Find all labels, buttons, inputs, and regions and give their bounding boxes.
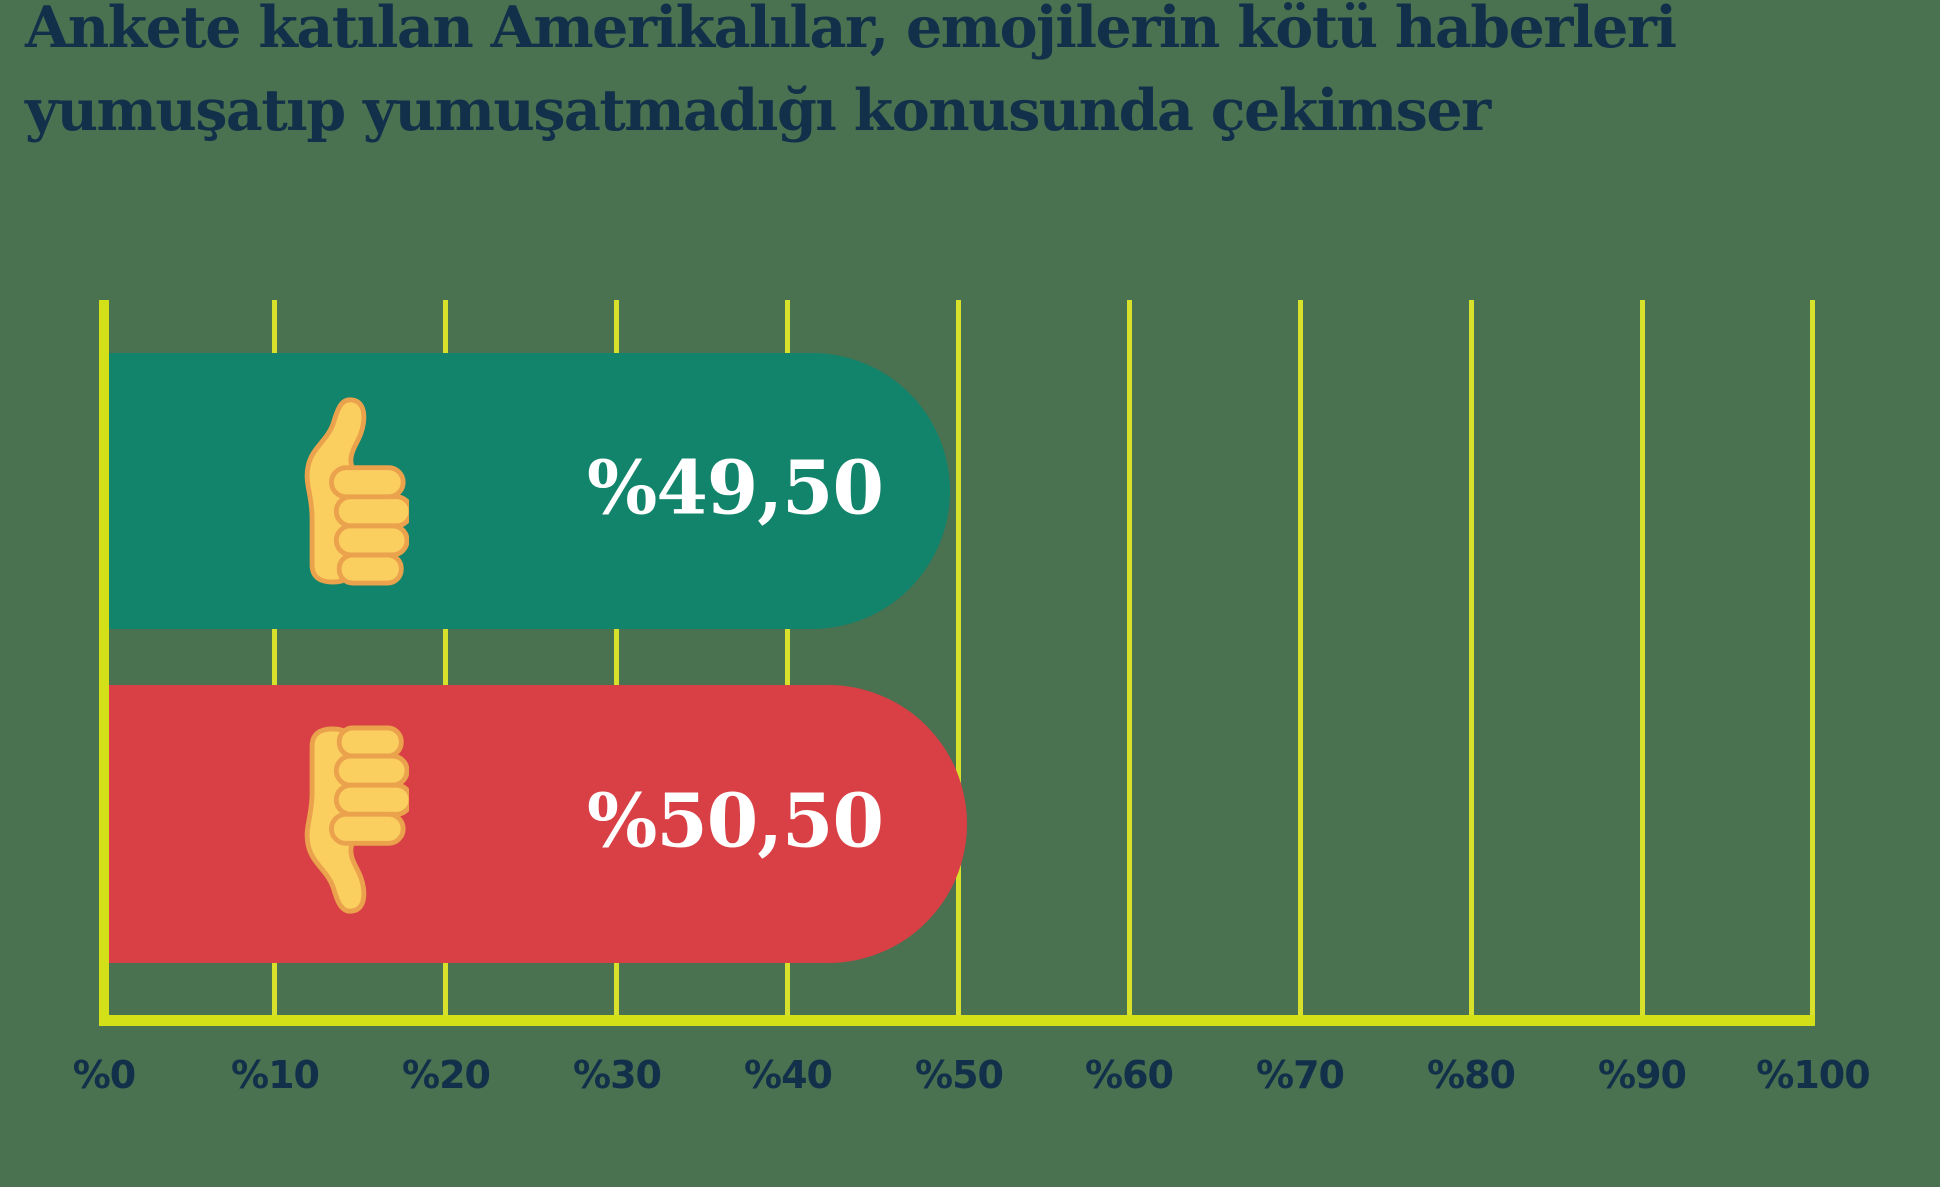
- gridline-10: [272, 300, 277, 1015]
- tick-label-60: %60: [1085, 1053, 1174, 1097]
- chart-title-line2: yumuşatıp yumuşatmadığı konusunda çekims…: [25, 77, 1491, 144]
- thumbs-down-icon: [283, 725, 414, 923]
- tick-label-20: %20: [402, 1053, 491, 1097]
- bar-thumbs-down: %50,50: [109, 685, 967, 963]
- gridline-70: [1298, 300, 1303, 1015]
- tick-label-40: %40: [744, 1053, 833, 1097]
- tick-label-80: %80: [1427, 1053, 1516, 1097]
- gridline-20: [443, 300, 448, 1015]
- tick-label-30: %30: [573, 1053, 662, 1097]
- gridline-40: [785, 300, 790, 1015]
- chart-title-line1: Ankete katılan Amerikalılar, emojilerin …: [25, 0, 1677, 61]
- tick-label-100: %100: [1756, 1053, 1870, 1097]
- gridline-50: [956, 300, 961, 1015]
- chart-title: Ankete katılan Amerikalılar, emojilerin …: [25, 0, 1865, 152]
- value-label-thumbs-down: %50,50: [587, 778, 884, 865]
- gridline-60: [1127, 300, 1132, 1015]
- plot-area: %49,50 %50,50: [99, 300, 1815, 1026]
- tick-label-10: %10: [231, 1053, 320, 1097]
- gridline-30: [614, 300, 619, 1015]
- value-label-thumbs-up: %49,50: [587, 445, 884, 532]
- tick-label-90: %90: [1598, 1053, 1687, 1097]
- tick-label-0: %0: [72, 1053, 137, 1097]
- tick-label-50: %50: [915, 1053, 1004, 1097]
- gridline-90: [1640, 300, 1645, 1015]
- gridline-80: [1469, 300, 1474, 1015]
- bar-thumbs-up: %49,50: [109, 353, 950, 629]
- gridline-100: [1810, 300, 1815, 1015]
- thumbs-up-icon: [283, 392, 414, 590]
- tick-label-70: %70: [1256, 1053, 1345, 1097]
